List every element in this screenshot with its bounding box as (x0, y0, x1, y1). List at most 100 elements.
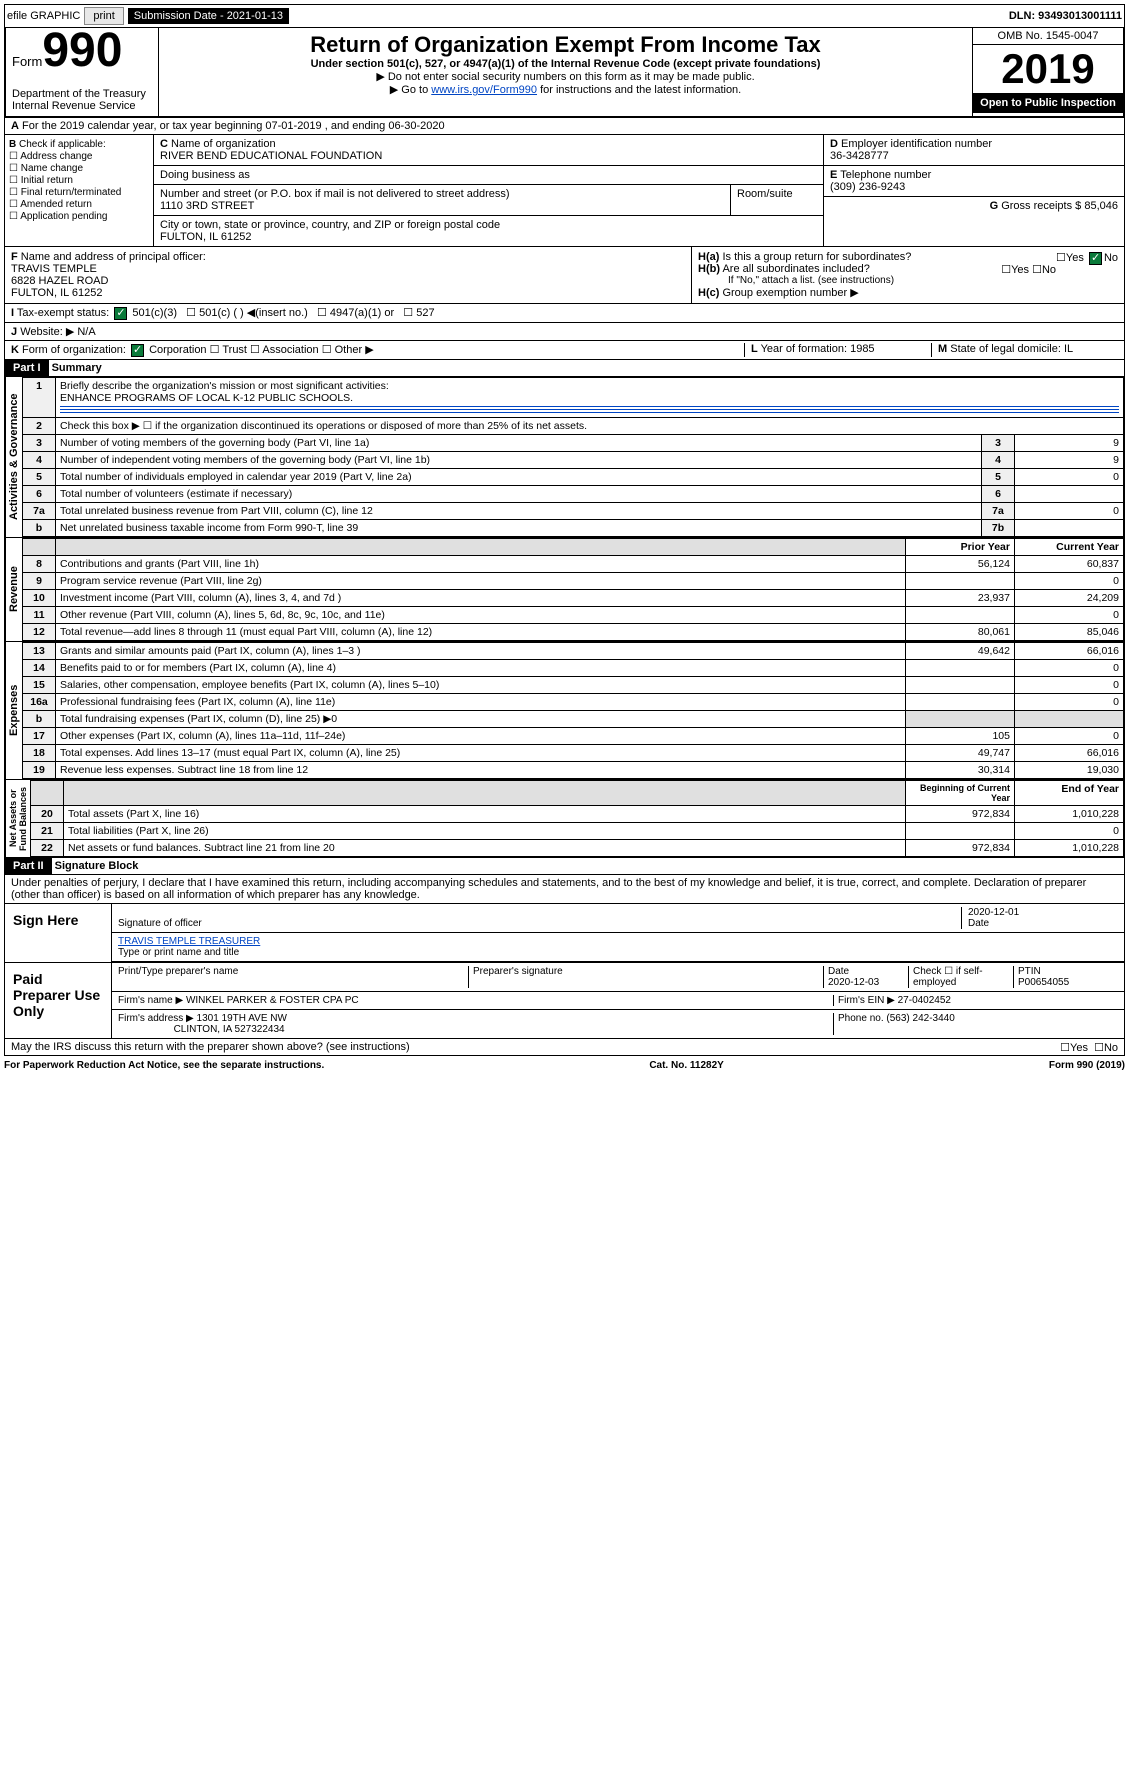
firm-ein: 27-0402452 (898, 995, 951, 1006)
officer-name-title[interactable]: TRAVIS TEMPLE TREASURER (118, 936, 260, 947)
hc-note: If "No," attach a list. (see instruction… (698, 275, 1118, 286)
subtitle-2: ▶ Do not enter social security numbers o… (163, 70, 968, 83)
row-6: 6Total number of volunteers (estimate if… (23, 485, 1124, 502)
chk-amended[interactable]: ☐ Amended return (9, 199, 149, 210)
dln: DLN: 93493013001111 (1009, 10, 1122, 22)
vert-governance: Activities & Governance (5, 377, 22, 537)
subtitle-3b: for instructions and the latest informat… (537, 84, 741, 96)
firm-addr: 1301 19TH AVE NW (197, 1013, 287, 1024)
form-no: Form 990 (2019) (1049, 1060, 1125, 1071)
vert-netassets: Net Assets orFund Balances (5, 780, 30, 857)
col-end: End of Year (1015, 780, 1124, 805)
exp-16b: bTotal fundraising expenses (Part IX, co… (23, 710, 1124, 727)
city-label: City or town, state or province, country… (160, 219, 500, 231)
signature-block: Sign Here Signature of officer 2020-12-01… (4, 904, 1125, 1039)
netassets-block: Net Assets orFund Balances Beginning of … (4, 780, 1125, 858)
row-7a: 7aTotal unrelated business revenue from … (23, 502, 1124, 519)
domicile: IL (1064, 343, 1073, 355)
hc-text: Group exemption number ▶ (722, 287, 858, 299)
chk-final[interactable]: ☐ Final return/terminated (9, 187, 149, 198)
irs-link[interactable]: www.irs.gov/Form990 (431, 84, 537, 96)
omb-number: OMB No. 1545-0047 (973, 28, 1123, 45)
org-name: RIVER BEND EDUCATIONAL FOUNDATION (160, 150, 382, 162)
501c3-check[interactable] (114, 307, 127, 320)
declaration: Under penalties of perjury, I declare th… (4, 875, 1125, 904)
row-3: 3Number of voting members of the governi… (23, 434, 1124, 451)
part2-title: Signature Block (55, 860, 139, 872)
form-title: Return of Organization Exempt From Incom… (163, 32, 968, 58)
firm-name: WINKEL PARKER & FOSTER CPA PC (186, 995, 359, 1006)
chk-initial[interactable]: ☐ Initial return (9, 175, 149, 186)
subtitle-3a: ▶ Go to (390, 84, 431, 96)
check-se: Check ☐ if self-employed (909, 966, 1014, 988)
city: FULTON, IL 61252 (160, 231, 252, 243)
exp-13: 13Grants and similar amounts paid (Part … (23, 642, 1124, 659)
print-button[interactable]: print (84, 7, 123, 25)
line-j: J Website: ▶ N/A (4, 323, 1125, 341)
line-a: A For the 2019 calendar year, or tax yea… (4, 118, 1125, 135)
part1-hdr: Part I (5, 360, 49, 376)
website-val: N/A (77, 326, 95, 338)
form-number: 990 (42, 24, 122, 77)
exp-19: 19Revenue less expenses. Subtract line 1… (23, 761, 1124, 778)
room-label: Room/suite (731, 185, 823, 215)
rev-9: 9Program service revenue (Part VIII, lin… (23, 572, 1124, 589)
top-bar: efile GRAPHIC print Submission Date - 20… (4, 4, 1125, 28)
rev-12: 12Total revenue—add lines 8 through 11 (… (23, 623, 1124, 640)
chk-address[interactable]: ☐ Address change (9, 151, 149, 162)
exp-14: 14Benefits paid to or for members (Part … (23, 659, 1124, 676)
hb-text: Are all subordinates included? (722, 263, 869, 275)
b-header: Check if applicable: (19, 139, 106, 150)
officer-street: 6828 HAZEL ROAD (11, 275, 108, 287)
dba-label: Doing business as (154, 166, 823, 185)
subtitle-1: Under section 501(c), 527, or 4947(a)(1)… (163, 58, 968, 70)
vert-revenue: Revenue (5, 538, 22, 641)
sig-date1: 2020-12-01 (968, 907, 1019, 918)
prep-sig-l: Preparer's signature (469, 966, 824, 988)
part1-body: Activities & Governance 1Briefly describ… (4, 377, 1125, 538)
section-bcde: B Check if applicable: ☐ Address change … (4, 135, 1125, 247)
exp-17: 17Other expenses (Part IX, column (A), l… (23, 727, 1124, 744)
submission-date: Submission Date - 2021-01-13 (128, 8, 289, 24)
row-4: 4Number of independent voting members of… (23, 451, 1124, 468)
col-begin: Beginning of Current Year (906, 780, 1015, 805)
vert-expenses: Expenses (5, 642, 22, 779)
chk-name[interactable]: ☐ Name change (9, 163, 149, 174)
efile-label: efile GRAPHIC (7, 10, 80, 22)
officer-city: FULTON, IL 61252 (11, 287, 103, 299)
rev-10: 10Investment income (Part VIII, column (… (23, 589, 1124, 606)
part1-title: Summary (52, 362, 102, 374)
col-prior: Prior Year (906, 538, 1015, 555)
rev-11: 11Other revenue (Part VIII, column (A), … (23, 606, 1124, 623)
line-a-text: For the 2019 calendar year, or tax year … (22, 120, 445, 132)
paid-preparer-label: Paid Preparer Use Only (5, 963, 112, 1038)
irs-label: Internal Revenue Service (12, 100, 152, 112)
revenue-block: Revenue Prior YearCurrent Year 8Contribu… (4, 538, 1125, 642)
ptin: P00654055 (1018, 977, 1069, 988)
tax-year: 2019 (973, 45, 1123, 93)
form-word: Form (12, 54, 42, 69)
street: 1110 3RD STREET (160, 200, 254, 212)
open-inspection: Open to Public Inspection (973, 93, 1123, 113)
c-label: Name of organization (171, 138, 276, 150)
chk-pending[interactable]: ☐ Application pending (9, 211, 149, 222)
ha-text: Is this a group return for subordinates? (722, 251, 911, 263)
sign-here-label: Sign Here (5, 904, 112, 962)
exp-18: 18Total expenses. Add lines 13–17 (must … (23, 744, 1124, 761)
footer: For Paperwork Reduction Act Notice, see … (4, 1056, 1125, 1075)
gross-receipts: 85,046 (1084, 200, 1118, 212)
net-21: 21Total liabilities (Part X, line 26)0 (31, 822, 1124, 839)
sig-officer-label: Signature of officer (118, 918, 202, 929)
exp-16a: 16aProfessional fundraising fees (Part I… (23, 693, 1124, 710)
expenses-block: Expenses 13Grants and similar amounts pa… (4, 642, 1125, 780)
dept-treasury: Department of the Treasury (12, 88, 152, 100)
q1-ans: ENHANCE PROGRAMS OF LOCAL K-12 PUBLIC SC… (60, 392, 353, 404)
col-current: Current Year (1015, 538, 1124, 555)
q1: Briefly describe the organization's miss… (60, 380, 389, 392)
line-klm: K Form of organization: Corporation ☐ Tr… (4, 341, 1125, 360)
ha-no-check[interactable] (1089, 252, 1102, 265)
g-label: Gross receipts $ (1001, 200, 1081, 212)
phone: (309) 236-9243 (830, 181, 905, 193)
corp-check[interactable] (131, 344, 144, 357)
ein: 36-3428777 (830, 150, 889, 162)
